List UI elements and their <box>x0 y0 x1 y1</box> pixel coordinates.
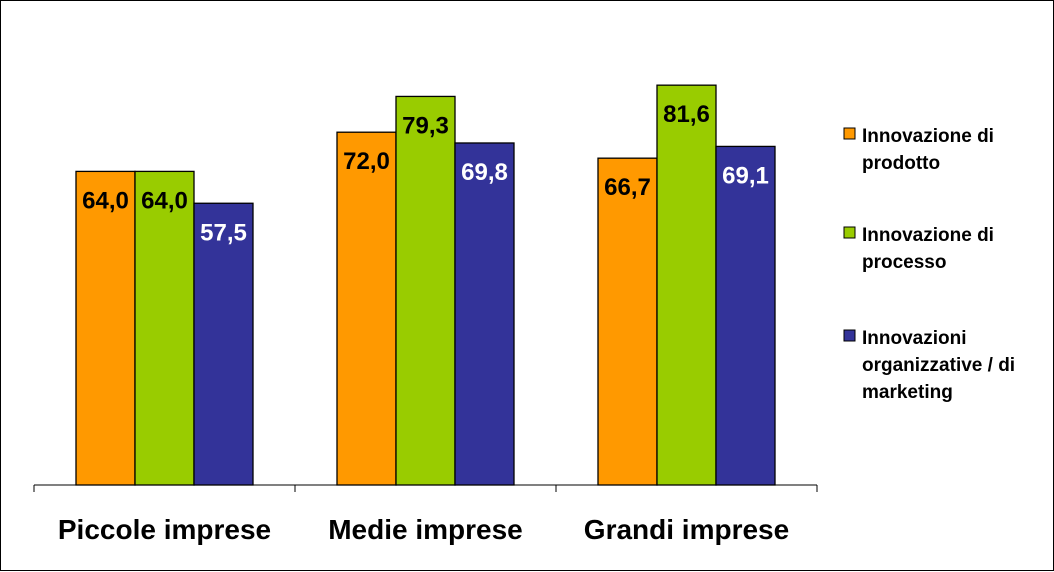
legend-text-1-1: processo <box>862 252 946 273</box>
legend-swatch-1 <box>843 226 856 239</box>
data-label-2-0: 66,7 <box>604 174 651 201</box>
data-label-2-2: 69,1 <box>722 162 769 189</box>
bar-1-0 <box>336 131 397 486</box>
data-label-0-0: 64,0 <box>82 187 129 214</box>
legend-swatch-0 <box>843 127 856 140</box>
data-label-0-2: 57,5 <box>200 219 247 246</box>
data-label-1-1: 79,3 <box>402 112 449 139</box>
data-label-2-1: 81,6 <box>663 101 710 128</box>
legend-text-2-1: organizzative / di <box>862 355 1015 376</box>
legend-swatch-2 <box>843 329 856 342</box>
bar-0-2 <box>193 202 254 486</box>
data-label-1-2: 69,8 <box>461 159 508 186</box>
data-label-1-0: 72,0 <box>343 148 390 175</box>
category-label-2: Grandi imprese <box>584 514 789 545</box>
category-label-1: Medie imprese <box>328 514 523 545</box>
legend-text-2-0: Innovazioni <box>862 328 967 349</box>
bar-1-2 <box>454 142 515 486</box>
bar-1-1 <box>395 95 456 486</box>
legend-text-1-0: Innovazione di <box>862 225 994 246</box>
bar-2-0 <box>597 157 658 486</box>
bar-2-1 <box>656 84 717 486</box>
bar-0-0 <box>75 170 136 486</box>
bar-2-2 <box>715 145 776 486</box>
category-label-0: Piccole imprese <box>58 514 271 545</box>
data-label-0-1: 64,0 <box>141 187 188 214</box>
legend-text-2-2: marketing <box>862 382 953 403</box>
bar-0-1 <box>134 170 195 486</box>
legend-text-0-1: prodotto <box>862 153 940 174</box>
legend-text-0-0: Innovazione di <box>862 126 994 147</box>
